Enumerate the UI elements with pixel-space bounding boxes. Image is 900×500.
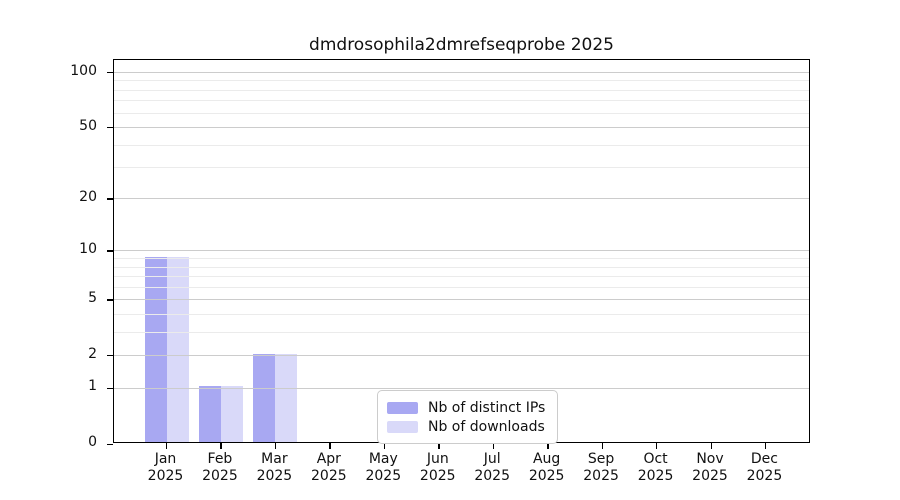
x-tick-mark [656,443,658,449]
gridline-minor [114,89,809,91]
y-tick-label: 1 [88,378,97,395]
bar-downloads-jan [166,256,189,442]
y-tick-label: 5 [88,289,97,306]
x-tick-label-may: May 2025 [365,451,402,484]
x-tick-mark [220,443,222,449]
x-tick-mark [547,443,549,449]
x-tick-mark [274,443,277,449]
x-tick-mark [383,443,386,449]
x-tick-label-aug: Aug 2025 [528,451,565,484]
y-tick-mark [107,127,113,129]
chart-title: dmdrosophila2dmrefseqprobe 2025 [309,35,614,55]
bar-downloads-feb [220,386,243,442]
gridline-minor [114,167,809,169]
x-tick-mark [601,443,603,449]
y-tick-mark [107,443,113,445]
y-tick-mark [107,198,113,200]
gridline-minor [114,313,809,315]
x-tick-mark [438,443,440,449]
plot-area [107,59,810,449]
gridline-minor [114,331,809,333]
gridline-major [114,72,809,74]
bar-downloads-mar [275,353,298,442]
gridline-major [114,355,809,357]
gridline-major [114,250,809,252]
gridline-minor [114,100,809,102]
x-tick-label-feb: Feb 2025 [202,451,238,484]
x-tick-mark [764,443,767,449]
x-tick-mark [329,443,331,449]
gridline-minor [114,286,809,288]
y-tick-label: 20 [79,188,97,205]
y-tick-mark [107,250,113,252]
x-tick-label-apr: Apr 2025 [311,451,347,484]
distinct-ips-swatch-icon [387,401,418,414]
gridline-major [114,127,809,129]
gridline-minor [114,276,809,278]
y-tick-label: 50 [79,117,97,134]
legend-label: Nb of downloads [428,418,545,435]
y-tick-mark [107,355,113,357]
x-tick-label-jun: Jun 2025 [419,451,456,484]
x-tick-mark [492,443,495,449]
gridline-major [114,198,809,200]
gridline-minor [114,80,809,82]
gridline-minor [114,258,809,260]
x-tick-label-nov: Nov 2025 [692,451,728,484]
legend: Nb of distinct IPs Nb of downloads [377,390,558,444]
y-tick-label: 0 [88,434,97,450]
y-tick-mark [107,72,113,74]
downloads-swatch-icon [387,420,418,433]
bar-distinct-ips-jan [144,256,167,442]
gridline-minor [114,112,809,114]
y-tick-label: 10 [79,240,97,257]
x-tick-label-jul: Jul 2025 [474,451,510,484]
legend-item-distinct-ips: Nb of distinct IPs [387,399,548,416]
x-tick-mark [710,443,712,449]
x-tick-label-jan: Jan 2025 [147,451,184,484]
x-tick-label-sep: Sep 2025 [583,451,619,484]
x-tick-label-mar: Mar 2025 [256,451,293,484]
legend-item-downloads: Nb of downloads [387,418,548,435]
y-tick-label: 2 [88,345,97,362]
gridline-minor [114,266,809,268]
y-tick-label: 100 [70,62,97,79]
x-tick-label-oct: Oct 2025 [637,451,674,484]
gridline-major [114,299,809,301]
x-tick-label-dec: Dec 2025 [746,451,783,484]
y-tick-mark [107,299,113,301]
bar-distinct-ips-mar [253,353,276,442]
bar-distinct-ips-feb [198,386,221,442]
gridline-major [114,387,809,389]
legend-label: Nb of distinct IPs [428,399,546,416]
gridline-minor [114,144,809,146]
y-tick-mark [107,387,113,390]
x-tick-mark [166,443,168,449]
